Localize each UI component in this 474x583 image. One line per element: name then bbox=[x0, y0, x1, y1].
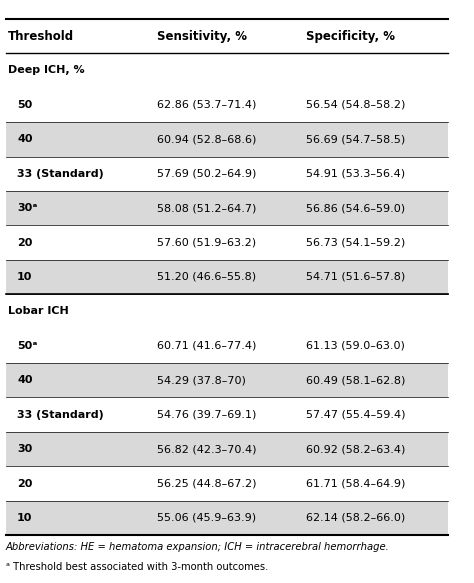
Bar bbox=[6, 363, 448, 398]
Text: 10: 10 bbox=[17, 272, 33, 282]
Text: 56.25 (44.8–67.2): 56.25 (44.8–67.2) bbox=[157, 479, 256, 489]
Bar bbox=[6, 466, 448, 501]
Text: 30: 30 bbox=[17, 444, 32, 454]
Text: 56.86 (54.6–59.0): 56.86 (54.6–59.0) bbox=[306, 203, 405, 213]
Text: 20: 20 bbox=[17, 479, 33, 489]
Text: 62.14 (58.2–66.0): 62.14 (58.2–66.0) bbox=[306, 513, 405, 523]
Bar bbox=[6, 53, 448, 87]
Text: 57.69 (50.2–64.9): 57.69 (50.2–64.9) bbox=[157, 168, 256, 179]
Text: 60.92 (58.2–63.4): 60.92 (58.2–63.4) bbox=[306, 444, 405, 454]
Bar bbox=[6, 432, 448, 466]
Bar bbox=[6, 19, 448, 53]
Bar bbox=[6, 156, 448, 191]
Text: 57.60 (51.9–63.2): 57.60 (51.9–63.2) bbox=[157, 237, 256, 248]
Text: 30ᵃ: 30ᵃ bbox=[17, 203, 37, 213]
Text: 60.49 (58.1–62.8): 60.49 (58.1–62.8) bbox=[306, 375, 405, 385]
Text: 40: 40 bbox=[17, 375, 33, 385]
Text: 20: 20 bbox=[17, 237, 33, 248]
Bar bbox=[6, 191, 448, 226]
Text: 54.71 (51.6–57.8): 54.71 (51.6–57.8) bbox=[306, 272, 405, 282]
Text: 60.71 (41.6–77.4): 60.71 (41.6–77.4) bbox=[157, 341, 256, 351]
Bar bbox=[6, 329, 448, 363]
Text: 50: 50 bbox=[17, 100, 32, 110]
Text: ᵃ Threshold best associated with 3-month outcomes.: ᵃ Threshold best associated with 3-month… bbox=[6, 563, 268, 573]
Text: 50ᵃ: 50ᵃ bbox=[17, 341, 37, 351]
Text: Lobar ICH: Lobar ICH bbox=[8, 307, 69, 317]
Text: Threshold: Threshold bbox=[8, 30, 74, 43]
Text: 61.71 (58.4–64.9): 61.71 (58.4–64.9) bbox=[306, 479, 405, 489]
Text: 54.29 (37.8–70): 54.29 (37.8–70) bbox=[157, 375, 246, 385]
Text: 55.06 (45.9–63.9): 55.06 (45.9–63.9) bbox=[157, 513, 256, 523]
Text: 40: 40 bbox=[17, 134, 33, 144]
Bar bbox=[6, 260, 448, 294]
Text: 54.91 (53.3–56.4): 54.91 (53.3–56.4) bbox=[306, 168, 405, 179]
Bar bbox=[6, 226, 448, 260]
Text: 56.82 (42.3–70.4): 56.82 (42.3–70.4) bbox=[157, 444, 256, 454]
Bar bbox=[6, 501, 448, 535]
Text: 58.08 (51.2–64.7): 58.08 (51.2–64.7) bbox=[157, 203, 256, 213]
Text: 57.47 (55.4–59.4): 57.47 (55.4–59.4) bbox=[306, 410, 405, 420]
Text: Abbreviations: HE = hematoma expansion; ICH = intracerebral hemorrhage.: Abbreviations: HE = hematoma expansion; … bbox=[6, 542, 390, 552]
Text: 56.73 (54.1–59.2): 56.73 (54.1–59.2) bbox=[306, 237, 405, 248]
Text: Specificity, %: Specificity, % bbox=[306, 30, 395, 43]
Bar bbox=[6, 87, 448, 122]
Bar bbox=[6, 294, 448, 329]
Text: Sensitivity, %: Sensitivity, % bbox=[157, 30, 247, 43]
Text: 56.54 (54.8–58.2): 56.54 (54.8–58.2) bbox=[306, 100, 405, 110]
Text: 54.76 (39.7–69.1): 54.76 (39.7–69.1) bbox=[157, 410, 256, 420]
Text: Deep ICH, %: Deep ICH, % bbox=[8, 65, 85, 75]
Text: 51.20 (46.6–55.8): 51.20 (46.6–55.8) bbox=[157, 272, 256, 282]
Text: 10: 10 bbox=[17, 513, 33, 523]
Text: 62.86 (53.7–71.4): 62.86 (53.7–71.4) bbox=[157, 100, 256, 110]
Bar bbox=[6, 122, 448, 156]
Text: 61.13 (59.0–63.0): 61.13 (59.0–63.0) bbox=[306, 341, 405, 351]
Text: 33 (Standard): 33 (Standard) bbox=[17, 168, 104, 179]
Text: 60.94 (52.8–68.6): 60.94 (52.8–68.6) bbox=[157, 134, 256, 144]
Bar bbox=[6, 398, 448, 432]
Text: 33 (Standard): 33 (Standard) bbox=[17, 410, 104, 420]
Text: 56.69 (54.7–58.5): 56.69 (54.7–58.5) bbox=[306, 134, 405, 144]
